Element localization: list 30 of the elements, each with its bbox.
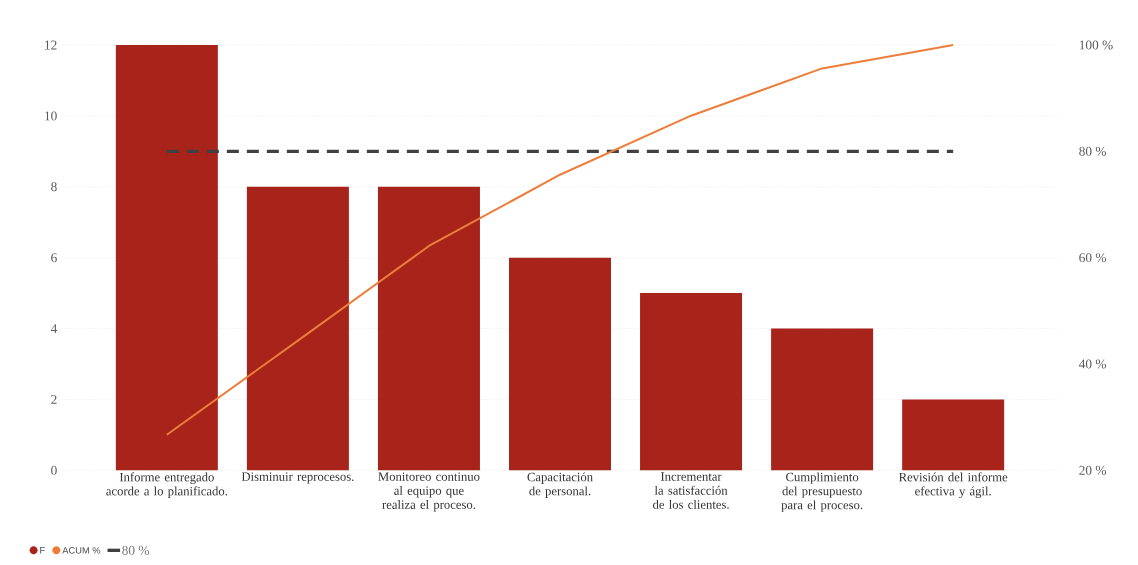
x-tick-label: Cumplimiento del presupuesto para el proceso.	[781, 472, 863, 512]
y2-tick-label: 40 %	[1078, 359, 1107, 369]
y-tick-label: 0	[51, 465, 57, 475]
y2-tick-label: 100 %	[1079, 40, 1113, 50]
bar	[246, 186, 349, 471]
x-tick-label: Informe entregado acorde a lo planificado.	[106, 472, 228, 498]
bar	[377, 186, 480, 471]
x-tick-label: Disminuir reprocesos.	[241, 472, 354, 484]
x-tick-label: Revisión del informe efectiva y ágil.	[898, 472, 1008, 499]
legend-label: F	[40, 547, 45, 554]
x-tick-label: Capacitación de personal.	[527, 472, 593, 498]
legend-label: 80 %	[122, 545, 150, 555]
y2-tick-label: 60 %	[1079, 253, 1107, 263]
y-tick-label: 6	[51, 253, 57, 263]
bar	[509, 257, 611, 471]
x-tick-label: Monitoreo continuo al equipo que realiza el proceso.	[378, 472, 480, 512]
y-tick-label: 4	[50, 324, 58, 333]
y2-tick-label: 80 %	[1079, 146, 1107, 156]
bar	[640, 293, 743, 471]
y-tick-label: 10	[45, 111, 57, 121]
legend-label: ACUM %	[62, 547, 101, 554]
y-tick-label: 12	[45, 40, 57, 50]
bar	[115, 45, 218, 471]
x-tick-label: Incrementar la satisfacción de los clientes.	[652, 472, 729, 509]
bar	[771, 328, 874, 471]
y-tick-label: 8	[51, 182, 57, 192]
bar	[902, 399, 1005, 471]
y-tick-label: 2	[51, 395, 57, 404]
line-series	[165, 44, 955, 436]
y2-tick-label: 20 %	[1079, 465, 1107, 475]
